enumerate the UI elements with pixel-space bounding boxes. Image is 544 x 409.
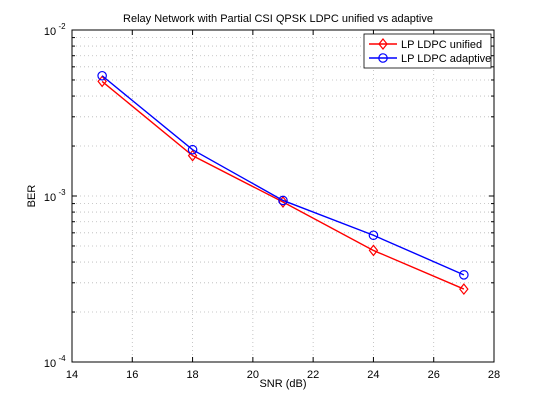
y-tick-label: 10 -4 bbox=[44, 354, 66, 370]
x-tick-label: 20 bbox=[247, 369, 259, 381]
circle-marker bbox=[97, 70, 107, 81]
legend-diamond-marker bbox=[378, 38, 388, 50]
diamond-marker bbox=[368, 244, 379, 257]
y-tick-label: 10 -2 bbox=[44, 22, 66, 38]
x-tick-label: 14 bbox=[66, 369, 78, 381]
x-tick-label: 24 bbox=[367, 369, 379, 381]
circle-marker bbox=[278, 195, 288, 206]
series-1 bbox=[97, 75, 469, 296]
legend-item: LP LDPC adaptive bbox=[369, 53, 491, 65]
circle-marker bbox=[187, 144, 198, 155]
x-tick-label: 28 bbox=[488, 369, 500, 381]
diamond-marker bbox=[459, 283, 469, 296]
y-tick-base: 10 bbox=[44, 26, 56, 38]
y-tick-exponent: -3 bbox=[58, 188, 66, 197]
series-2 bbox=[97, 70, 469, 280]
grid bbox=[72, 30, 494, 362]
x-tick-label: 22 bbox=[307, 369, 319, 381]
legend-circle-marker bbox=[378, 53, 388, 63]
diamond-marker bbox=[278, 196, 288, 208]
legend: LP LDPC unified LP LDPC adaptive bbox=[363, 33, 492, 69]
x-axis-label: SNR (dB) bbox=[259, 378, 306, 390]
diamond-marker bbox=[187, 149, 198, 162]
y-tick-base: 10 bbox=[44, 358, 56, 370]
chart-title: Relay Network with Partial CSI QPSK LDPC… bbox=[123, 13, 433, 25]
x-tick-label: 16 bbox=[126, 369, 138, 381]
y-axis-label: BER bbox=[26, 185, 38, 208]
x-tick-label: 18 bbox=[186, 369, 198, 381]
circle-marker bbox=[459, 270, 469, 280]
legend-item: LP LDPC unified bbox=[369, 38, 482, 51]
legend-label: LP LDPC unified bbox=[401, 39, 482, 51]
legend-label: LP LDPC adaptive bbox=[401, 53, 491, 65]
circle-marker bbox=[368, 230, 379, 241]
y-tick-label: 10 -3 bbox=[44, 188, 66, 204]
y-tick-base: 10 bbox=[44, 192, 56, 204]
y-tick-exponent: -2 bbox=[58, 22, 66, 31]
x-tick-label: 26 bbox=[428, 369, 440, 381]
series-line bbox=[101, 75, 465, 276]
legend-box bbox=[363, 33, 492, 69]
y-tick-exponent: -4 bbox=[58, 354, 66, 363]
series-line bbox=[101, 80, 465, 290]
series-layer bbox=[97, 70, 469, 296]
